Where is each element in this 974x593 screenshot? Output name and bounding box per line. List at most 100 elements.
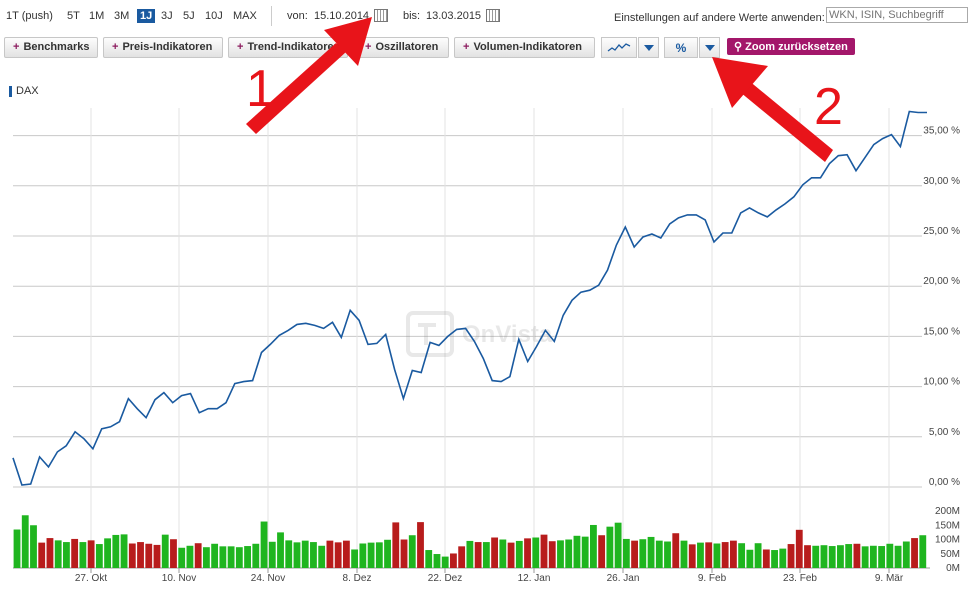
volume-bar	[894, 545, 902, 568]
volume-bar	[655, 540, 663, 568]
volume-bar	[170, 539, 177, 568]
price-indicators-button[interactable]: + Preis-Indikatoren	[103, 37, 223, 58]
volume-indicators-button[interactable]: + Volumen-Indikatoren	[454, 37, 595, 58]
volume-bar	[194, 543, 202, 568]
apply-settings-label: Einstellungen auf andere Werte anwenden:	[614, 12, 825, 24]
scale-dropdown[interactable]	[699, 37, 720, 58]
volume-bar	[779, 548, 787, 568]
trend-indicators-button[interactable]: + Trend-Indikatoren	[228, 37, 348, 58]
timeframe-5j[interactable]: 5J	[183, 10, 195, 22]
volume-bar	[581, 536, 589, 568]
volume-bar	[795, 529, 803, 568]
y-tick-label: 15,00 %	[923, 326, 960, 337]
percent-scale-button[interactable]: %	[664, 37, 698, 58]
chart-type-button[interactable]	[601, 37, 637, 58]
y-tick-label: 35,00 %	[923, 126, 960, 137]
volume-bar	[482, 542, 490, 568]
y-tick-label: 30,00 %	[923, 176, 960, 187]
x-tick-label: 26. Jan	[607, 573, 640, 584]
x-tick-label: 23. Feb	[783, 573, 817, 584]
zoom-reset-button[interactable]: ⚲ Zoom zurücksetzen	[727, 38, 855, 55]
timeframe-5t[interactable]: 5T	[67, 10, 80, 22]
volume-bar	[820, 545, 828, 568]
timeframe-3j[interactable]: 3J	[161, 10, 173, 22]
volume-bar	[145, 543, 153, 568]
volume-bar	[104, 538, 112, 568]
volume-bar	[367, 542, 375, 568]
volume-bar	[326, 540, 334, 568]
volume-bar	[87, 540, 95, 568]
volume-bar	[729, 540, 737, 568]
benchmarks-button[interactable]: + Benchmarks	[4, 37, 98, 58]
volume-bar	[672, 533, 680, 568]
volume-bar	[375, 542, 383, 568]
volume-bar	[211, 543, 219, 568]
volume-bar	[474, 542, 482, 568]
volume-bar	[688, 544, 696, 568]
volume-bar	[721, 542, 729, 568]
timeframe-1m[interactable]: 1M	[89, 10, 105, 22]
volume-bar	[54, 540, 62, 568]
y-tick-label: 5,00 %	[929, 427, 960, 438]
volume-bar	[450, 553, 457, 568]
volume-bar	[886, 543, 894, 568]
from-date[interactable]: 15.10.2014	[314, 10, 370, 22]
volume-bar	[738, 543, 746, 568]
volume-bar	[557, 540, 564, 568]
volume-bar	[71, 538, 79, 568]
volume-bar	[837, 545, 844, 568]
x-tick-label: 24. Nov	[251, 573, 285, 584]
annotation-arrow-1: 1	[246, 17, 372, 134]
y-tick-label: 25,00 %	[923, 226, 960, 237]
volume-tick-label: 200M	[935, 506, 960, 517]
volume-bar	[869, 545, 877, 568]
volume-bar	[277, 532, 284, 569]
volume-bar	[441, 556, 449, 568]
volume-bar	[878, 546, 886, 568]
to-date[interactable]: 13.03.2015	[426, 10, 482, 22]
oscillators-button[interactable]: + Oszillatoren	[356, 37, 449, 58]
volume-bar	[244, 546, 251, 568]
volume-bar	[491, 537, 499, 568]
volume-bar	[713, 543, 721, 568]
volume-bar	[334, 542, 342, 568]
volume-bar	[351, 549, 359, 568]
volume-bar	[771, 550, 778, 568]
volume-bar	[137, 542, 144, 568]
timeframe-1j-active[interactable]: 1J	[137, 9, 156, 23]
timeframe-max[interactable]: MAX	[233, 10, 257, 22]
timeframe-toolbar: 1T (push) 5T 1M 3M 1J 3J 5J 10J MAX von:…	[0, 0, 974, 32]
volume-bar	[252, 543, 260, 568]
timeframe-3m[interactable]: 3M	[114, 10, 130, 22]
x-tick-label: 9. Mär	[875, 573, 904, 584]
from-calendar-icon[interactable]	[374, 9, 388, 22]
timeframe-1t-push[interactable]: 1T (push)	[6, 10, 53, 22]
volume-bar	[318, 545, 326, 568]
volume-bar	[861, 546, 869, 568]
volume-bar	[507, 542, 515, 568]
volume-bar	[359, 543, 367, 568]
search-input[interactable]	[826, 7, 968, 23]
volume-bar	[227, 546, 235, 568]
volume-bar	[285, 540, 293, 568]
volume-bar	[417, 522, 424, 568]
x-tick-label: 8. Dez	[343, 573, 372, 584]
x-tick-label: 22. Dez	[428, 573, 462, 584]
volume-bar	[565, 539, 573, 568]
volume-bar	[540, 534, 548, 568]
volume-bar	[746, 549, 754, 568]
timeframe-10j[interactable]: 10J	[205, 10, 223, 22]
volume-bar	[202, 547, 210, 568]
chart-type-dropdown[interactable]	[638, 37, 659, 58]
dax-line	[12, 110, 927, 486]
volume-bar	[845, 544, 853, 568]
plus-icon: +	[237, 41, 244, 53]
volume-bar	[548, 541, 556, 568]
volume-bar	[499, 539, 507, 568]
volume-bar	[804, 545, 811, 568]
volume-tick-label: 0M	[946, 563, 960, 574]
volume-bar	[853, 543, 861, 568]
to-calendar-icon[interactable]	[486, 9, 500, 22]
y-tick-label: 20,00 %	[923, 276, 960, 287]
